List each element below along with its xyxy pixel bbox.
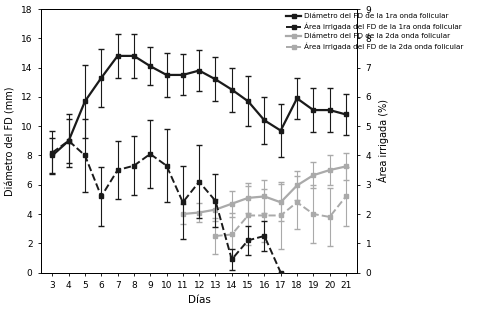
X-axis label: Días: Días (187, 295, 211, 305)
Y-axis label: Área irrigada (%): Área irrigada (%) (377, 99, 389, 182)
Y-axis label: Diámetro del FD (mm): Diámetro del FD (mm) (5, 86, 15, 196)
Legend: Diámetro del FD de la 1ra onda folicular, Área irrigada del FD de la 1ra onda fo: Diámetro del FD de la 1ra onda folicular… (283, 11, 467, 53)
